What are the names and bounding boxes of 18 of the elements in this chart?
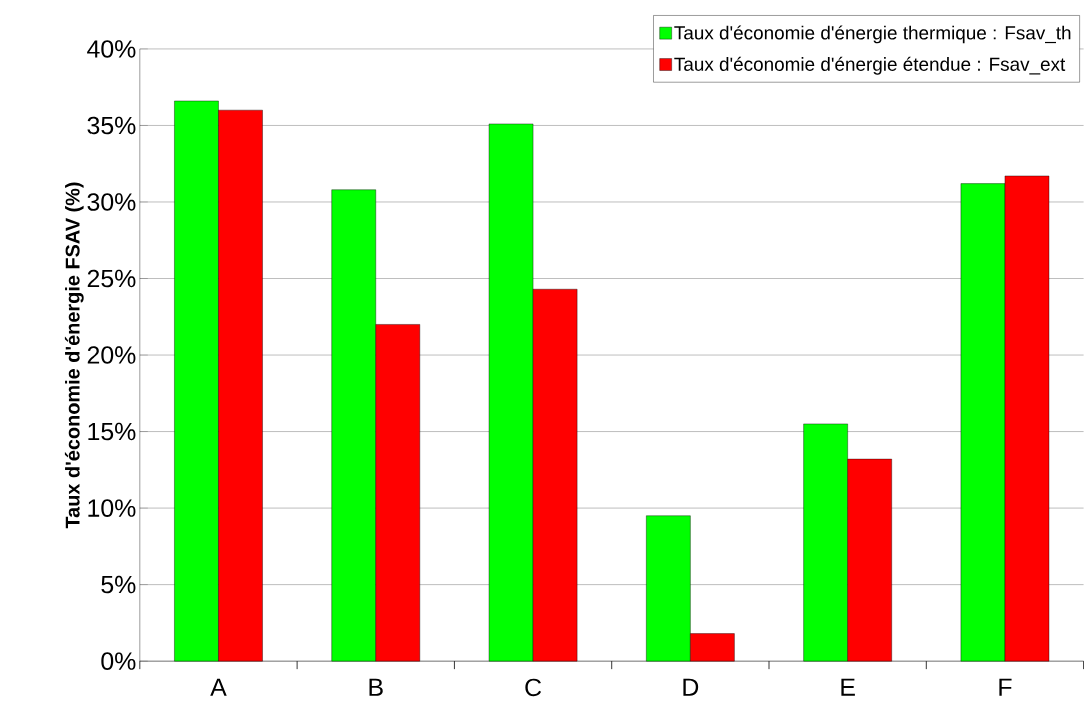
- y-tick-label: 5%: [101, 575, 136, 594]
- x-tick-label: C: [525, 678, 542, 697]
- y-axis-title: Taux d'économie d'énergie FSAV (%): [64, 182, 84, 529]
- x-tick-label: D: [683, 678, 699, 696]
- y-tick-label: 15%: [88, 422, 136, 441]
- y-tick-label: 10%: [88, 499, 136, 517]
- y-tick-label: 35%: [87, 116, 136, 135]
- y-tick-label: 40%: [87, 40, 136, 58]
- y-tick-label: 20%: [87, 346, 136, 364]
- y-tick-label: 30%: [87, 193, 136, 211]
- x-tick-label: E: [841, 678, 855, 696]
- x-tick-label: B: [369, 678, 383, 696]
- legend-label: Taux d'économie d'énergie étendue : Fsav_ext: [674, 56, 1066, 75]
- y-tick-label: 0%: [101, 652, 136, 670]
- legend-label: Taux d'économie d'énergie thermique : Fsav_th: [674, 25, 1071, 44]
- x-tick-label: F: [999, 678, 1012, 696]
- y-tick-label: 25%: [87, 269, 136, 288]
- x-tick-label: A: [210, 678, 227, 696]
